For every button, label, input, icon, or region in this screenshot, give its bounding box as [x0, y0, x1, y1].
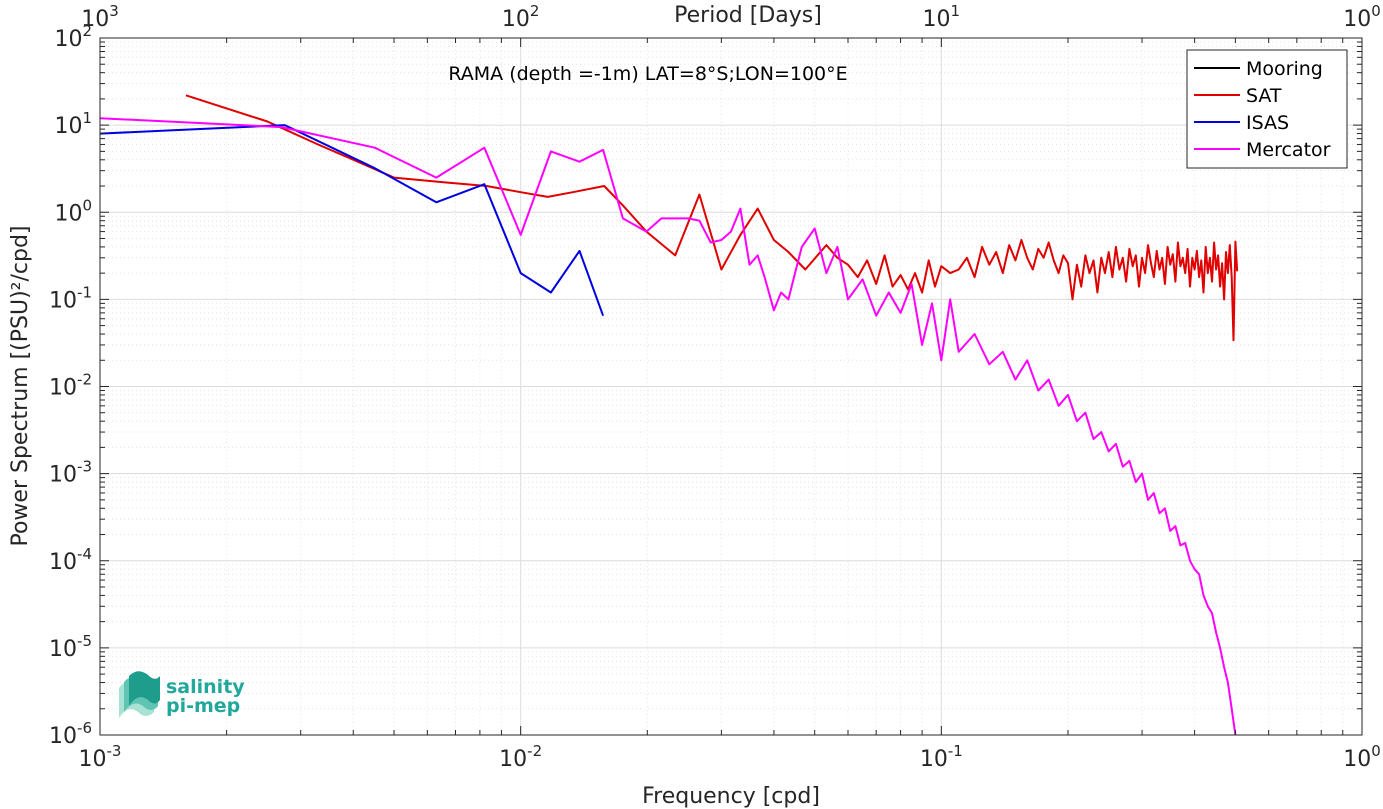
- series-line-mercator: [99, 117, 1237, 736]
- chart-title: RAMA (depth =-1m) LAT=8°S;LON=100°E: [448, 63, 847, 85]
- grid: [99, 38, 1362, 736]
- y-tick-label: 101: [54, 109, 92, 139]
- y-tick-label: 10-3: [49, 458, 92, 488]
- x-tick-label: 100: [1343, 742, 1381, 772]
- x2-tick-label: 102: [502, 2, 540, 32]
- y-axis-label: Power Spectrum [(PSU)²/cpd]: [8, 225, 33, 546]
- y-tick-label: 10-5: [49, 632, 92, 662]
- legend-label-mercator: Mercator: [1246, 139, 1331, 161]
- y-tick-label: 100: [54, 196, 92, 226]
- x2-axis-label: Period [Days]: [674, 3, 822, 28]
- y-tick-label: 10-4: [49, 545, 92, 575]
- legend-label-isas: ISAS: [1246, 112, 1289, 134]
- x2-tick-label: 103: [81, 2, 119, 32]
- y-tick-label: 102: [54, 22, 92, 52]
- y-tick-label: 10-1: [49, 283, 92, 313]
- x-tick-label: 10-2: [499, 742, 542, 772]
- legend: Mooring SAT ISAS Mercator: [1186, 49, 1348, 169]
- x-tick-labels: 10-3 10-2 10-1 100: [79, 742, 1381, 772]
- x2-tick-label: 101: [923, 2, 961, 32]
- y-tick-labels: 10-6 10-5 10-4 10-3 10-2 10-1 100 101 102: [49, 22, 92, 749]
- x2-tick-label: 100: [1343, 2, 1381, 32]
- x2-tick-labels: 103 102 101 100: [81, 2, 1381, 32]
- y-tick-label: 10-6: [49, 719, 92, 749]
- x-axis-label: Frequency [cpd]: [642, 784, 820, 809]
- y-tick-label: 10-2: [49, 371, 92, 401]
- salinity-logo: salinity pi-mep: [119, 671, 245, 718]
- series-line-sat: [185, 94, 1239, 342]
- logo-line2: pi-mep: [166, 695, 240, 717]
- x-tick-label: 10-3: [79, 742, 122, 772]
- x-tick-label: 10-1: [920, 742, 963, 772]
- legend-label-mooring: Mooring: [1246, 58, 1323, 80]
- series-layer: [99, 94, 1239, 736]
- legend-label-sat: SAT: [1246, 85, 1282, 107]
- wave-icon: [119, 671, 160, 718]
- logo-line1: salinity: [166, 676, 245, 698]
- axis-ticks: [99, 37, 1363, 736]
- series-line-isas: [99, 124, 605, 317]
